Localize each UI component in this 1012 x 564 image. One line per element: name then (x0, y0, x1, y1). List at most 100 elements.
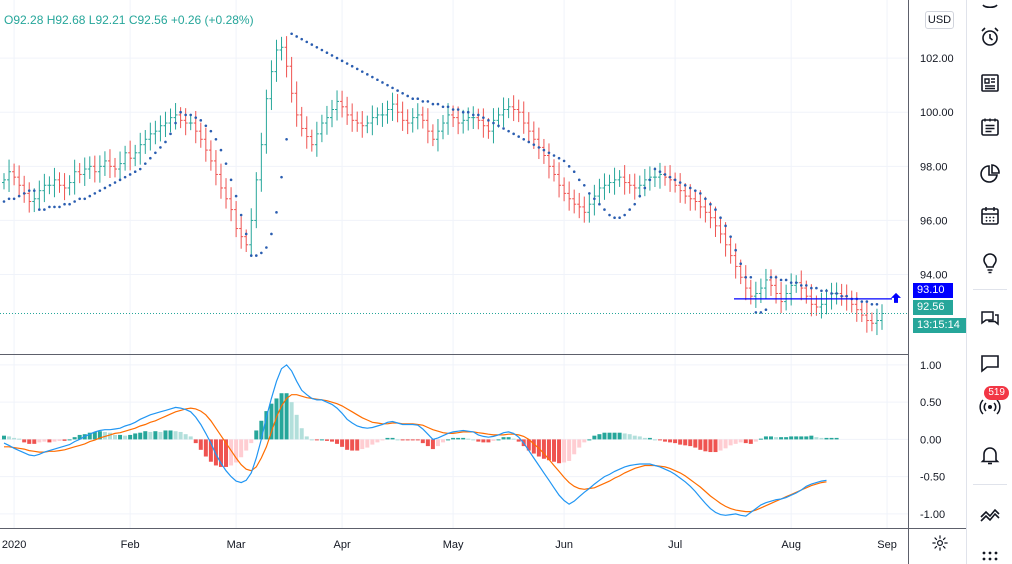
ohlc-bar (874, 308, 879, 336)
sar-dot (345, 62, 349, 65)
legend-change: +0.26 (+0.28%) (170, 13, 254, 27)
ohlc-bar (511, 95, 516, 122)
hints-button[interactable] (973, 246, 1007, 280)
sar-dot (174, 121, 177, 125)
sar-dot (43, 208, 46, 211)
ohlc-bar (102, 151, 107, 176)
ohlc-bar (22, 175, 27, 203)
sar-dot (32, 189, 36, 192)
ohlc-bar (880, 304, 884, 330)
time-tick-label: Jun (555, 539, 573, 551)
sar-dot (562, 159, 566, 163)
histogram-bar (446, 439, 451, 441)
histogram-bar (501, 437, 506, 440)
histogram-bar (183, 434, 188, 440)
trading-button[interactable] (973, 497, 1007, 531)
calendar-button[interactable] (973, 199, 1007, 233)
chats-button[interactable] (973, 302, 1007, 336)
ohlc-bar (491, 108, 496, 144)
ohlc-bar (294, 81, 299, 127)
price-tick-label: 94.00 (920, 270, 948, 282)
sar-dot (709, 202, 712, 206)
sar-dot (461, 110, 465, 114)
ideas-button[interactable] (973, 110, 1007, 144)
histogram-bar (602, 432, 607, 440)
ohlc-bar (193, 110, 198, 144)
currency-button[interactable]: USD (925, 11, 954, 29)
news-button[interactable] (973, 66, 1007, 100)
ohlc-bar (582, 196, 587, 223)
signal-line (4, 394, 827, 513)
sar-dot (875, 303, 879, 306)
histogram-bar (743, 439, 748, 444)
ohlc-bar (375, 107, 380, 126)
ohlc-bar (213, 150, 218, 186)
watchlist-button[interactable] (973, 0, 1007, 26)
ohlc-bar (269, 60, 274, 111)
sar-dot (138, 167, 142, 171)
histogram-bar (486, 439, 491, 443)
chart-canvas[interactable]: 102.00 100.00 98.00 96.00 94.00 1.00 0.50 0.00 -… (0, 0, 966, 564)
notifications-button[interactable] (973, 438, 1007, 472)
alarm-clock-icon (981, 27, 999, 46)
histogram-bar (688, 439, 693, 447)
histogram-bar (52, 439, 57, 442)
histogram-bar (335, 439, 340, 444)
ohlc-bar (844, 284, 849, 311)
sar-dot (779, 278, 783, 282)
sar-dot (295, 35, 298, 38)
sar-dot (391, 86, 394, 90)
sar-dot (603, 208, 606, 211)
histogram-bar (829, 437, 834, 440)
data-window-button[interactable] (973, 157, 1007, 191)
ohlc-bar (254, 172, 259, 229)
chart-area[interactable]: 102.00 100.00 98.00 96.00 94.00 1.00 0.50 0.00 -… (0, 0, 966, 564)
ohlc-bar (728, 236, 733, 264)
sar-dot (552, 154, 556, 157)
histogram-bar (673, 439, 678, 444)
sar-dot (542, 148, 546, 152)
ohlc-bar (12, 163, 17, 186)
histogram-bar (678, 439, 683, 445)
ohlc-bar (592, 184, 597, 216)
histogram-bar (546, 439, 551, 461)
histogram-bar (668, 439, 673, 443)
sar-dot (729, 235, 732, 238)
ohlc-bar (324, 105, 329, 135)
histogram-bar (224, 439, 229, 467)
messages-button[interactable] (973, 346, 1007, 380)
sar-dot (507, 129, 510, 133)
gear-icon[interactable] (931, 534, 949, 552)
ohlc-bar (748, 279, 753, 305)
histogram-bar (17, 438, 22, 440)
histogram-bar (809, 435, 814, 440)
ohlc-bar (400, 101, 405, 131)
histogram-bar (592, 435, 597, 440)
sar-dot (386, 83, 389, 87)
sar-dot (719, 216, 722, 220)
sar-dot (638, 194, 642, 198)
histogram-bar (360, 439, 365, 450)
histogram-bar (789, 436, 794, 440)
more-button[interactable] (973, 538, 1007, 564)
sar-dot (48, 205, 51, 209)
ohlc-bar (32, 188, 37, 213)
ohlc-bar (67, 175, 72, 196)
histogram-bar (526, 439, 531, 451)
streams-button[interactable]: 519 (973, 386, 1009, 424)
ohlc-bar (743, 265, 748, 301)
histogram-bar (441, 439, 445, 443)
histogram-bar (557, 439, 562, 464)
ohlc-bar (572, 189, 577, 214)
ohlc-bar (158, 115, 163, 142)
histogram-bar (466, 438, 471, 440)
sar-dot (27, 189, 31, 192)
ohlc-bar (173, 103, 178, 130)
histogram-bar (229, 439, 234, 466)
ohlc-bar (97, 155, 102, 183)
histogram-bar (738, 439, 743, 443)
time-tick-label: Sep (877, 539, 897, 551)
ohlc-bar (360, 111, 365, 138)
alerts-button[interactable] (973, 20, 1007, 54)
ohlc-bar (637, 175, 642, 198)
